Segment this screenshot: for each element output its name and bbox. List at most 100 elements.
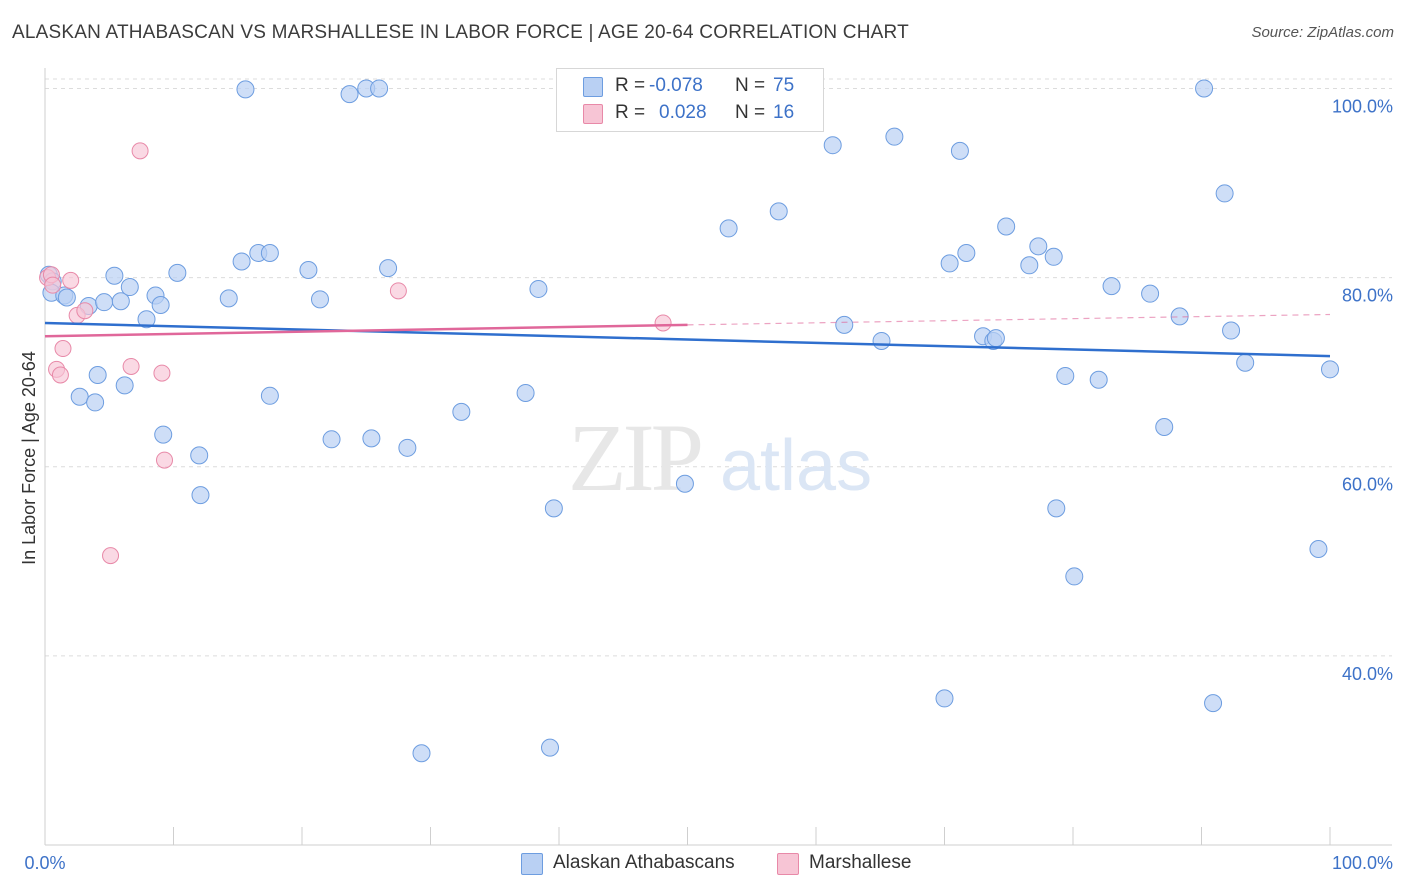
data-point-athabascan [541, 738, 560, 757]
x-tick-label: 0.0% [24, 853, 65, 873]
data-point-athabascan [232, 252, 251, 271]
y-tick-label: 80.0% [1342, 286, 1393, 306]
source-credit: Source: ZipAtlas.com [1251, 24, 1394, 41]
y-tick-label: 60.0% [1342, 475, 1393, 495]
data-point-marshallese [44, 276, 62, 294]
legend-swatch-pink [583, 104, 603, 124]
bottom-legend-label: Alaskan Athabascans [553, 852, 735, 873]
data-point-athabascan [340, 85, 359, 104]
data-point-athabascan [105, 266, 124, 285]
y-tick-label: 40.0% [1342, 664, 1393, 684]
data-point-athabascan [120, 278, 139, 297]
data-point-athabascan [236, 80, 255, 99]
data-point-athabascan [398, 438, 417, 457]
data-point-athabascan [516, 383, 535, 402]
data-point-athabascan [111, 292, 130, 311]
watermark-zip: ZIP [568, 404, 701, 511]
data-point-marshallese [54, 340, 72, 358]
correlation-legend: R = -0.078 N = 75 R = 0.028 N = 16 [556, 68, 824, 132]
legend-r-label: R = [615, 75, 646, 96]
data-point-athabascan [1321, 360, 1339, 379]
data-point-athabascan [115, 376, 134, 395]
data-point-athabascan [219, 289, 238, 308]
data-point-athabascan [260, 386, 279, 405]
data-point-athabascan [1065, 567, 1084, 586]
data-point-marshallese [51, 366, 69, 384]
data-point-athabascan [885, 127, 904, 146]
data-point-athabascan [1215, 184, 1234, 203]
data-point-athabascan [1141, 284, 1160, 303]
data-point-athabascan [823, 136, 842, 155]
data-point-athabascan [769, 202, 788, 221]
data-point-athabascan [1309, 540, 1328, 559]
data-point-athabascan [1029, 237, 1048, 256]
data-point-athabascan [412, 744, 431, 763]
data-point-athabascan [1222, 321, 1241, 340]
data-point-athabascan [57, 288, 76, 307]
data-point-athabascan [529, 279, 548, 298]
data-point-athabascan [1195, 79, 1214, 98]
data-point-athabascan [835, 315, 854, 334]
legend-r-label: R = [615, 102, 646, 123]
data-point-athabascan [1102, 277, 1121, 296]
y-axis-label: In Labor Force | Age 20-64 [19, 351, 39, 565]
data-point-athabascan [260, 244, 279, 263]
legend-r-value: 0.028 [659, 102, 707, 123]
data-point-marshallese [76, 302, 94, 320]
data-point-athabascan [719, 219, 738, 238]
data-point-athabascan [379, 259, 398, 278]
legend-swatch-blue [583, 77, 603, 97]
trend-line-marshallese-projection [687, 313, 1331, 326]
data-point-athabascan [997, 217, 1016, 236]
trend-lines [44, 313, 1331, 358]
chart-title: ALASKAN ATHABASCAN VS MARSHALLESE IN LAB… [12, 22, 909, 43]
data-point-athabascan [310, 290, 329, 309]
trend-line-athabascan [44, 321, 1331, 358]
data-point-athabascan [70, 387, 89, 406]
data-point-athabascan [950, 141, 969, 160]
data-point-marshallese [62, 271, 80, 289]
data-point-marshallese [156, 451, 174, 469]
bottom-legend-swatch-blue [521, 853, 543, 875]
data-point-athabascan [872, 331, 891, 350]
data-point-athabascan [1044, 247, 1063, 266]
data-point-athabascan [154, 425, 173, 444]
data-point-athabascan [1204, 694, 1223, 713]
data-point-marshallese [654, 314, 672, 332]
watermark: ZIP atlas [568, 404, 872, 511]
data-point-athabascan [1236, 353, 1255, 372]
data-point-marshallese [153, 364, 171, 382]
data-point-athabascan [1020, 256, 1039, 275]
data-point-athabascan [322, 430, 341, 449]
data-point-athabascan [88, 365, 107, 384]
data-point-athabascan [370, 79, 389, 98]
y-tick-labels: 40.0% 60.0% 80.0% 100.0% [1332, 96, 1393, 683]
axes [44, 68, 1392, 846]
data-point-athabascan [1155, 418, 1174, 437]
series-alaskan-athabascans [39, 79, 1339, 763]
legend-n-label: N = [735, 75, 766, 96]
data-point-athabascan [1047, 499, 1066, 518]
data-point-marshallese [122, 357, 140, 375]
data-point-marshallese [389, 282, 407, 300]
trend-line-marshallese [44, 323, 688, 338]
legend-n-value: 75 [773, 75, 795, 96]
data-point-athabascan [168, 263, 187, 282]
data-point-athabascan [362, 429, 381, 448]
data-point-athabascan [1056, 366, 1075, 385]
y-tick-label: 100.0% [1332, 96, 1393, 116]
gridlines [45, 78, 1392, 657]
data-point-athabascan [452, 402, 471, 421]
bottom-legend-swatch-pink [777, 853, 799, 875]
data-point-athabascan [299, 261, 318, 280]
data-point-marshallese [131, 142, 149, 160]
data-point-athabascan [191, 486, 210, 505]
data-point-athabascan [935, 689, 954, 708]
data-point-athabascan [86, 393, 105, 412]
data-point-athabascan [190, 446, 209, 465]
data-point-marshallese [102, 547, 120, 565]
x-tick-label: 100.0% [1332, 853, 1393, 873]
legend-n-label: N = [735, 102, 766, 123]
watermark-atlas: atlas [720, 426, 872, 506]
